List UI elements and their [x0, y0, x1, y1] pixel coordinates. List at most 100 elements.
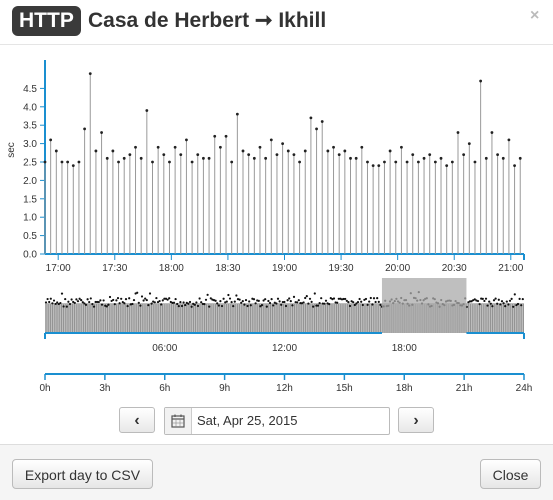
overview-point	[297, 299, 300, 302]
data-point	[111, 149, 115, 153]
y-tick-label: 1.0	[23, 213, 37, 224]
overview-point	[470, 300, 473, 303]
data-point	[258, 145, 262, 149]
overview-point	[96, 300, 99, 304]
overview-point	[171, 301, 174, 304]
overview-point	[308, 297, 312, 300]
overview-point	[107, 303, 110, 306]
day-axis-tick-label: 6h	[159, 383, 170, 394]
overview-point	[361, 303, 364, 307]
overview-point	[302, 301, 305, 304]
overview-point	[62, 305, 65, 308]
x-tick-label: 18:00	[159, 263, 184, 274]
overview-point	[260, 304, 264, 307]
overview-point	[230, 301, 233, 304]
overview-point	[320, 297, 323, 300]
overview-point	[345, 299, 348, 302]
overview-point	[291, 304, 294, 307]
overview-point	[520, 304, 523, 307]
overview-point	[296, 301, 299, 304]
data-point	[235, 112, 239, 116]
overview-point	[136, 291, 139, 294]
overview-point	[376, 297, 379, 300]
overview-point	[139, 304, 142, 307]
overview-point	[252, 298, 256, 301]
overview-point	[265, 305, 268, 308]
overview-point	[329, 297, 332, 300]
date-picker[interactable]: Sat, Apr 25, 2015	[164, 407, 390, 435]
dialog-header: HTTP Casa de Herbert ➞ Ikhill ×	[0, 0, 553, 45]
overview-point	[497, 298, 500, 301]
overview-point	[172, 301, 176, 304]
next-day-button[interactable]: ›	[398, 407, 434, 433]
overview-point	[313, 292, 316, 295]
overview-point	[499, 303, 502, 306]
data-point	[394, 160, 398, 164]
data-point	[173, 145, 177, 149]
overview-selection	[381, 278, 467, 333]
overview-point	[377, 300, 380, 303]
overview-point	[248, 300, 251, 303]
overview-point	[238, 298, 241, 301]
overview-point	[99, 299, 102, 302]
overview-point	[214, 299, 217, 302]
overview-point	[169, 300, 172, 304]
day-range-axis[interactable]: 0h 3h 6h 9h 12h 15h 18h 21h 24h	[0, 368, 553, 396]
data-point	[94, 149, 98, 153]
overview-point	[120, 297, 123, 300]
calendar-icon[interactable]	[165, 408, 192, 434]
y-tick-label: 4.0	[23, 102, 37, 113]
overview-point	[368, 300, 371, 303]
data-point	[54, 149, 58, 153]
data-point	[247, 153, 251, 157]
x-tick-label: 21:00	[498, 263, 523, 274]
overview-point	[203, 302, 206, 306]
prev-day-button[interactable]: ‹	[119, 407, 155, 433]
overview-point	[488, 300, 491, 303]
overview-point	[336, 301, 339, 304]
overview-point	[124, 298, 128, 301]
data-point	[49, 138, 53, 142]
close-button[interactable]: Close	[480, 459, 541, 489]
dialog-title: Casa de Herbert ➞ Ikhill	[88, 9, 327, 32]
overview-point	[56, 301, 59, 304]
overview-point	[78, 297, 81, 300]
overview-point	[209, 297, 212, 300]
overview-point	[254, 302, 257, 305]
data-point	[315, 127, 318, 131]
overview-point	[518, 297, 521, 300]
close-icon[interactable]: ×	[530, 7, 540, 24]
overview-point	[350, 300, 353, 303]
overview-point	[241, 300, 244, 303]
overview-point	[304, 296, 307, 300]
overview-point	[217, 304, 220, 307]
data-point	[411, 153, 415, 157]
overview-point	[348, 304, 352, 308]
overview-point	[83, 302, 86, 305]
overview-point	[478, 303, 481, 306]
data-point	[43, 160, 47, 164]
overview-point	[484, 297, 488, 300]
overview-point	[379, 303, 382, 306]
overview-point	[180, 304, 184, 308]
overview-tick-label: 06:00	[152, 343, 177, 354]
overview-point	[115, 299, 118, 302]
data-point	[343, 149, 347, 153]
day-overview-chart[interactable]: 06:00 12:00 18:00	[0, 278, 553, 358]
overview-point	[366, 303, 369, 306]
overview-point	[307, 302, 310, 305]
data-point	[462, 153, 466, 157]
export-csv-button[interactable]: Export day to CSV	[12, 459, 153, 489]
data-point	[326, 149, 330, 153]
overview-point	[264, 298, 267, 301]
overview-point	[257, 299, 260, 302]
overview-point	[220, 304, 224, 308]
chevron-right-icon: ›	[413, 412, 419, 429]
data-point	[405, 160, 409, 164]
data-point	[467, 142, 471, 146]
overview-point	[480, 297, 483, 300]
y-tick-label: 1.5	[23, 194, 37, 205]
data-point	[60, 160, 64, 164]
latency-chart: sec 0.0 0.5 1.0 1.5 2.0 2.5 3.0 3.5 4.0 4.5 17:00 17…	[6, 60, 525, 274]
